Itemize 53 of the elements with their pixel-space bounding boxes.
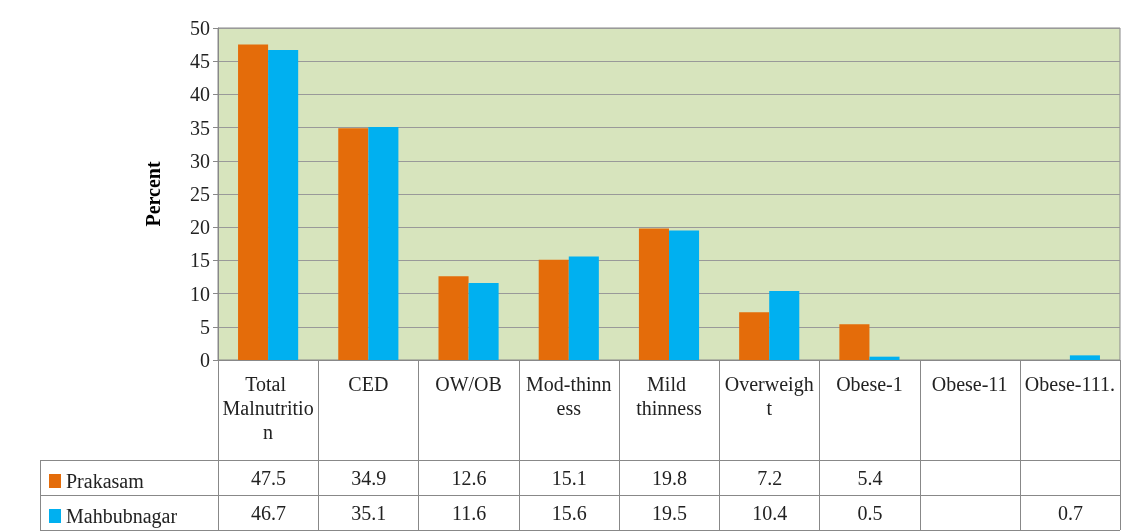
bar (268, 49, 299, 360)
x-tick-label: Overweight (724, 373, 814, 419)
data-label: 34.9 (350, 465, 388, 491)
y-tick-label: 45 (190, 50, 210, 73)
x-tick-label: Mod-thinness (526, 373, 612, 419)
data-label: 47.5 (250, 465, 288, 491)
y-tick-label: 5 (200, 315, 210, 338)
data-label: 7.2 (756, 465, 784, 491)
data-label: 19.8 (651, 465, 688, 491)
bar (338, 128, 369, 360)
bar (468, 282, 499, 360)
y-tick-label: 0 (200, 349, 210, 371)
data-label: 5.4 (856, 465, 884, 491)
x-tick-label: Total Malnutrition (222, 373, 314, 443)
data-label: 46.7 (250, 500, 288, 526)
y-tick-label: 35 (190, 116, 210, 139)
bar (1069, 355, 1100, 360)
data-label: 0.5 (856, 500, 884, 526)
y-tick-label: 25 (190, 183, 210, 205)
x-tick-label: Obese-111. (1024, 373, 1115, 395)
y-tick-label: 20 (190, 216, 210, 239)
data-label: 15.1 (550, 465, 588, 491)
legend-label: Prakasam (66, 470, 145, 492)
legend-label: Mahbubnagar (66, 505, 178, 528)
y-tick-label: 30 (190, 149, 210, 172)
y-tick-label: 50 (190, 17, 210, 39)
x-tick-label: Obese-11 (931, 373, 1008, 395)
data-label: 0.7 (1056, 500, 1084, 526)
bar (769, 290, 800, 360)
y-tick-label: 40 (190, 83, 210, 106)
data-label: 15.6 (550, 500, 588, 526)
x-tick-label: Obese-1 (836, 373, 903, 395)
data-label: 19.5 (651, 500, 688, 526)
bar (238, 44, 269, 360)
data-label: 35.1 (350, 500, 388, 526)
data-label: 10.4 (751, 500, 789, 526)
y-tick-label: 15 (190, 249, 210, 272)
bar (568, 256, 599, 360)
bar (669, 230, 700, 360)
y-axis-title: Percent (142, 161, 164, 227)
x-tick-label: Mild thinness (636, 373, 702, 419)
bar (438, 276, 469, 360)
x-tick-label: CED (348, 373, 389, 395)
y-tick-label: 10 (190, 282, 210, 305)
bar (839, 324, 870, 360)
bar (638, 228, 669, 360)
bar (368, 126, 399, 360)
bar (538, 259, 569, 360)
data-label: 11.6 (450, 500, 488, 526)
x-tick-label: OW/OB (435, 373, 502, 395)
bar (739, 312, 770, 360)
bar (869, 356, 900, 360)
data-label: 12.6 (450, 465, 488, 491)
